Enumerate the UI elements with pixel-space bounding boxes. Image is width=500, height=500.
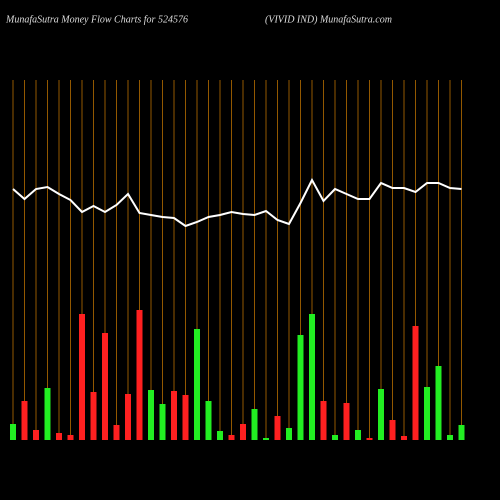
bar (90, 392, 97, 440)
bar (355, 430, 361, 440)
bar (148, 390, 154, 440)
bar (343, 403, 350, 440)
chart-subtitle: (VIVID IND) MunafaSutra.com (265, 14, 392, 25)
bar (102, 333, 108, 440)
bar (320, 401, 327, 440)
bar (21, 401, 28, 440)
bar (274, 416, 281, 440)
bar (194, 329, 200, 440)
bar (217, 431, 223, 440)
bar (33, 430, 39, 440)
bar (458, 425, 465, 440)
bar (136, 310, 143, 440)
bar (366, 438, 373, 440)
bar (228, 435, 235, 440)
bar (171, 391, 177, 440)
bar (113, 425, 120, 440)
bar (251, 409, 258, 440)
bar (44, 388, 51, 440)
bar (240, 424, 246, 440)
bar (309, 314, 315, 440)
bar (332, 435, 338, 440)
bar (205, 401, 212, 440)
bar (182, 395, 189, 440)
bar (435, 366, 442, 440)
bar (378, 389, 384, 440)
bar (10, 424, 16, 440)
bar (67, 435, 74, 440)
bar (159, 404, 166, 440)
bar (79, 314, 85, 440)
chart-title: MunafaSutra Money Flow Charts for 524576 (5, 14, 188, 25)
bar (412, 326, 419, 440)
money-flow-line (12, 177, 462, 228)
bar (125, 394, 131, 440)
bar (389, 420, 396, 440)
bar (263, 438, 269, 440)
bar (447, 435, 453, 440)
bar (297, 335, 304, 440)
bar (424, 387, 430, 440)
bar (56, 433, 62, 440)
bar (286, 428, 292, 440)
bar (401, 436, 407, 440)
